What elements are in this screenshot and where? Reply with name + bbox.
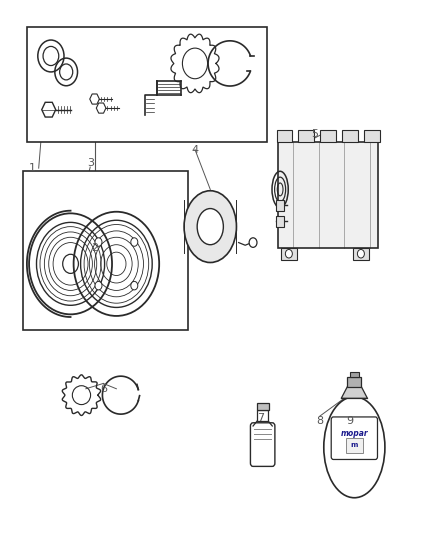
Text: mopar: mopar xyxy=(340,430,368,439)
Bar xyxy=(277,130,292,142)
Bar xyxy=(27,27,267,142)
FancyBboxPatch shape xyxy=(331,417,378,459)
Polygon shape xyxy=(96,103,106,113)
Ellipse shape xyxy=(197,208,223,245)
Text: m: m xyxy=(351,442,358,448)
Text: 6: 6 xyxy=(100,384,107,394)
Text: 1: 1 xyxy=(28,163,35,173)
Text: 2: 2 xyxy=(91,243,98,253)
Bar xyxy=(346,438,363,453)
Polygon shape xyxy=(341,386,367,398)
Circle shape xyxy=(131,238,138,246)
Bar xyxy=(278,142,378,248)
Text: 8: 8 xyxy=(316,416,323,426)
Text: 5: 5 xyxy=(311,128,318,139)
Bar xyxy=(364,130,380,142)
Circle shape xyxy=(357,249,364,258)
Circle shape xyxy=(286,249,292,258)
Text: 9: 9 xyxy=(346,416,353,426)
Circle shape xyxy=(131,281,138,290)
Bar xyxy=(281,248,297,260)
Ellipse shape xyxy=(184,191,237,263)
Circle shape xyxy=(249,238,257,247)
Polygon shape xyxy=(42,102,56,117)
Bar xyxy=(342,130,358,142)
Ellipse shape xyxy=(324,397,385,498)
FancyBboxPatch shape xyxy=(251,423,275,466)
Bar xyxy=(258,410,268,421)
Bar xyxy=(347,377,361,386)
Text: 4: 4 xyxy=(191,144,198,155)
Bar xyxy=(276,200,284,211)
Bar xyxy=(22,171,188,330)
Text: 3: 3 xyxy=(87,158,94,168)
Circle shape xyxy=(95,281,102,290)
Polygon shape xyxy=(90,94,99,104)
Text: 7: 7 xyxy=(257,413,264,423)
Bar xyxy=(257,402,269,410)
Bar xyxy=(350,372,359,377)
Bar xyxy=(320,130,336,142)
Bar xyxy=(353,248,369,260)
Circle shape xyxy=(95,238,102,246)
Bar xyxy=(298,130,314,142)
Bar xyxy=(276,216,284,227)
